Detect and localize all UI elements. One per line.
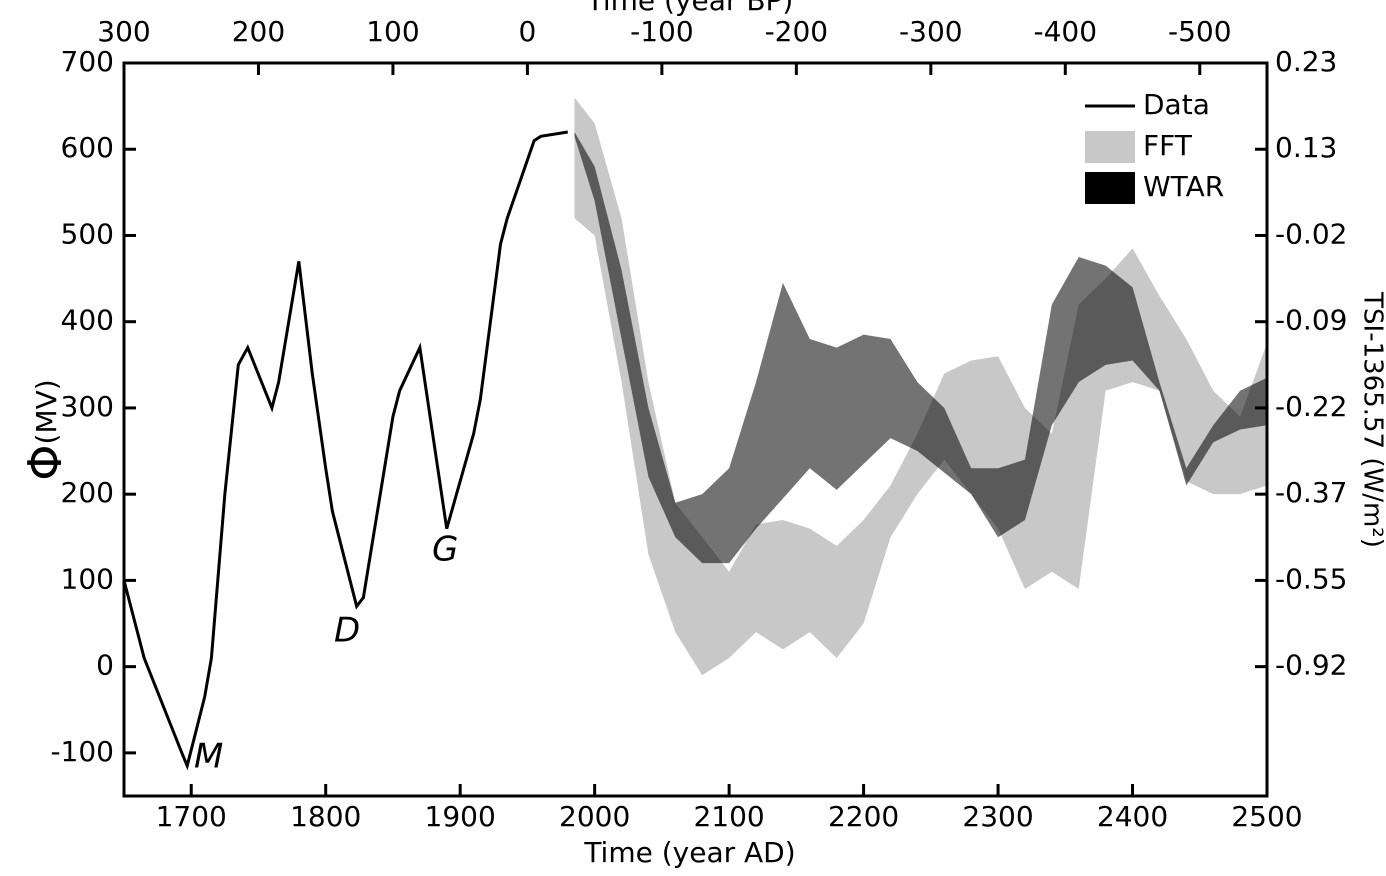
legend-label: WTAR	[1143, 170, 1224, 203]
x-tick-label: 2100	[693, 800, 764, 833]
y2-tick-label: -0.92	[1275, 649, 1347, 682]
x2-tick-label: -400	[1034, 15, 1098, 48]
annotation: D	[334, 611, 360, 651]
x2-tick-label: 300	[97, 15, 150, 48]
x-tick-label: 2500	[1231, 800, 1302, 833]
y-tick-label: 300	[61, 390, 114, 423]
y-tick-label: 200	[61, 476, 114, 509]
x2-tick-label: -200	[765, 15, 829, 48]
x-axis-label: Time (year AD)	[583, 836, 795, 869]
y2-tick-label: -0.09	[1275, 304, 1347, 337]
y-unit: (MV)	[30, 379, 63, 444]
y-tick-label: 700	[61, 45, 114, 78]
y-tick-label: 600	[61, 131, 114, 164]
legend-swatch	[1085, 172, 1135, 204]
x-tick-label: 1800	[290, 800, 361, 833]
legend-label: Data	[1143, 88, 1210, 121]
data-line	[124, 132, 568, 766]
y-tick-label: -100	[50, 735, 114, 768]
x-tick-label: 2300	[962, 800, 1033, 833]
x-tick-label: 2400	[1097, 800, 1168, 833]
y2-tick-label: -0.37	[1275, 476, 1347, 509]
x-tick-label: 1700	[156, 800, 227, 833]
y2-tick-label: -0.55	[1275, 562, 1347, 595]
annotation: M	[194, 737, 223, 777]
y2-tick-label: 0.13	[1275, 131, 1337, 164]
y2-axis-label: TSI-1365.57 (W/m²)	[1358, 291, 1386, 548]
y-tick-label: 0	[96, 649, 114, 682]
y-tick-label: 500	[61, 217, 114, 250]
y2-tick-label: -0.02	[1275, 217, 1347, 250]
y-tick-label: 400	[61, 304, 114, 337]
x2-tick-label: 200	[232, 15, 285, 48]
y2-tick-label: 0.23	[1275, 45, 1337, 78]
x-tick-label: 1900	[425, 800, 496, 833]
y2-tick-label: -0.22	[1275, 390, 1347, 423]
x-tick-label: 2200	[828, 800, 899, 833]
y-tick-label: 100	[61, 562, 114, 595]
x2-tick-label: 0	[518, 15, 536, 48]
legend-label: FFT	[1143, 129, 1193, 162]
x2-tick-label: -100	[630, 15, 694, 48]
legend-swatch	[1085, 131, 1135, 163]
x2-tick-label: 100	[366, 15, 419, 48]
x2-tick-label: -500	[1168, 15, 1232, 48]
annotation: G	[432, 530, 458, 570]
x-tick-label: 2000	[559, 800, 630, 833]
x2-tick-label: -300	[899, 15, 963, 48]
